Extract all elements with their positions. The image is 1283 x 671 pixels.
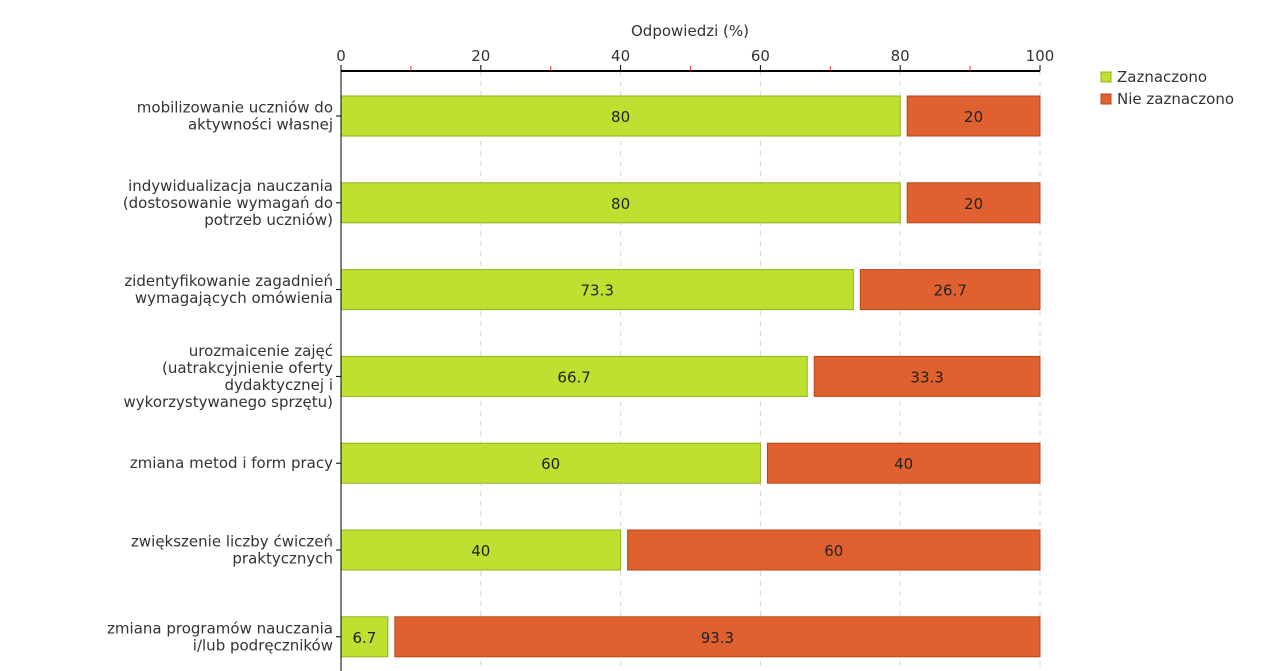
bar-zaznaczono-3 [340, 355, 808, 397]
x-tick-label-40: 40 [611, 47, 630, 65]
data-label-zaznaczono-4: 60 [541, 455, 560, 473]
data-label-nie-zaznaczono-2: 26.7 [933, 282, 966, 300]
bar-zaznaczono-4 [340, 442, 761, 484]
bar-nie-zaznaczono-5 [627, 529, 1041, 571]
x-axis: Odpowiedzi (%) 0 20 40 60 80 100 [336, 22, 1054, 671]
bar-zaznaczono-5 [340, 529, 622, 571]
category-label-2: zidentyfikowanie zagadnień wymagających o… [124, 272, 333, 307]
bar-nie-zaznaczono-2 [859, 269, 1041, 311]
category-label-6: zmiana programów nauczania i/lub podręczn… [107, 619, 333, 654]
x-tick-label-0: 0 [336, 47, 346, 65]
category-label-5: zwiększenie liczby ćwiczeń praktycznych [131, 533, 333, 568]
bar-nie-zaznaczono-6 [394, 616, 1041, 658]
data-label-zaznaczono-6: 6.7 [352, 629, 376, 647]
category-label-4: zmiana metod i form pracy [130, 454, 333, 472]
bar-nie-zaznaczono-1 [906, 182, 1041, 224]
category-label-1: indywidualizacja nauczania (dostosowanie … [123, 177, 333, 229]
x-tick-label-60: 60 [751, 47, 770, 65]
x-tick-label-100: 100 [1026, 47, 1055, 65]
bar-zaznaczono-1 [340, 182, 901, 224]
data-label-nie-zaznaczono-3: 33.3 [910, 368, 943, 386]
legend-label-nie-zaznaczono: Nie zaznaczono [1117, 90, 1234, 108]
data-label-nie-zaznaczono-0: 20 [964, 108, 983, 126]
category-labels: mobilizowanie uczniów do aktywności własn… [107, 99, 333, 655]
data-label-zaznaczono-1: 80 [611, 195, 630, 213]
legend: Zaznaczono Nie zaznaczono [1100, 68, 1234, 108]
legend-swatch-nie-zaznaczono [1100, 93, 1112, 105]
data-label-zaznaczono-2: 73.3 [580, 282, 613, 300]
data-label-zaznaczono-3: 66.7 [557, 368, 590, 386]
bar-nie-zaznaczono-4 [766, 442, 1041, 484]
bar-nie-zaznaczono-3 [813, 355, 1041, 397]
x-tick-label-80: 80 [891, 47, 910, 65]
data-label-nie-zaznaczono-5: 60 [824, 542, 843, 560]
bars: 80 20 80 20 73.3 26.7 66.7 33.3 60 40 40 60 6.7 93.3 [340, 95, 1041, 658]
data-label-zaznaczono-0: 80 [611, 108, 630, 126]
x-tick-label-20: 20 [471, 47, 490, 65]
data-label-nie-zaznaczono-4: 40 [894, 455, 913, 473]
bar-zaznaczono-2 [340, 269, 854, 311]
x-axis-title: Odpowiedzi (%) [631, 22, 749, 40]
legend-label-zaznaczono: Zaznaczono [1117, 68, 1207, 86]
category-label-0: mobilizowanie uczniów do aktywności własn… [137, 99, 333, 134]
bar-nie-zaznaczono-0 [906, 95, 1041, 137]
category-label-3: urozmaicenie zajęć (uatrakcyjnienie ofert… [124, 342, 334, 411]
bar-zaznaczono-0 [340, 95, 901, 137]
data-label-nie-zaznaczono-6: 93.3 [701, 629, 734, 647]
data-label-zaznaczono-5: 40 [471, 542, 490, 560]
legend-swatch-zaznaczono [1100, 71, 1112, 83]
data-label-nie-zaznaczono-1: 20 [964, 195, 983, 213]
